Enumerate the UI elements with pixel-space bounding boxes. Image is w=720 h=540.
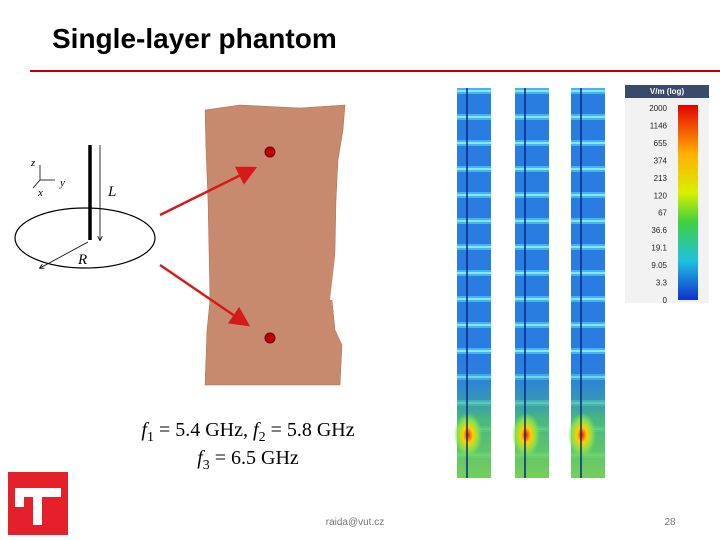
footer-email: raida@vut.cz [326,517,385,528]
colorbar-header [625,85,709,98]
caption-text: 3 [203,458,210,473]
caption-line: f3 = 6.5 GHz [197,447,299,473]
colorbar-label: 9.05 [651,261,667,270]
colorbar-label: 655 [654,139,668,148]
arrow [159,263,251,327]
phantom-cut [330,190,345,300]
caption-text: = 5.4 GHz, [154,419,253,441]
caption-text: = 5.8 GHz [266,419,355,441]
slide-title: Single-layer phantom [52,23,337,54]
colorbar-label: 0 [663,296,668,305]
page-number: 28 [664,517,676,528]
caption-text: f [253,419,261,441]
caption-text: 2 [259,430,266,445]
antenna-diagram [14,145,156,268]
axis-label: y [59,177,65,189]
colorbar-label: 120 [654,191,668,200]
antenna-position [264,332,276,344]
logo [8,472,68,535]
caption-text: f [141,419,149,441]
phantom-body [204,104,346,386]
colorbar-label: 1146 [650,121,668,130]
antenna-position [264,146,276,158]
colorbar-label: 36.6 [651,226,667,235]
caption-text: f [197,447,205,469]
colorbar [678,105,698,300]
axis-label: x [37,187,43,199]
colorbar-label: 2000 [649,104,667,113]
colorbar-label: 19.1 [651,244,667,253]
caption-line: f1 = 5.4 GHz, f2 = 5.8 GHz [141,419,354,445]
colorbar-label: 67 [658,209,667,218]
radius-label: R [77,252,87,268]
caption-text: = 6.5 GHz [210,447,299,469]
colorbar-label: 213 [654,174,668,183]
arrow [159,166,258,217]
caption-text: 1 [147,430,154,445]
colorbar-label: 3.3 [656,279,668,288]
colorbar-label: 374 [654,156,668,165]
axis-label: z [30,157,36,169]
length-label: L [107,184,116,200]
field-maps [454,88,605,478]
colorbar-unit: V/m (log) [650,87,685,96]
